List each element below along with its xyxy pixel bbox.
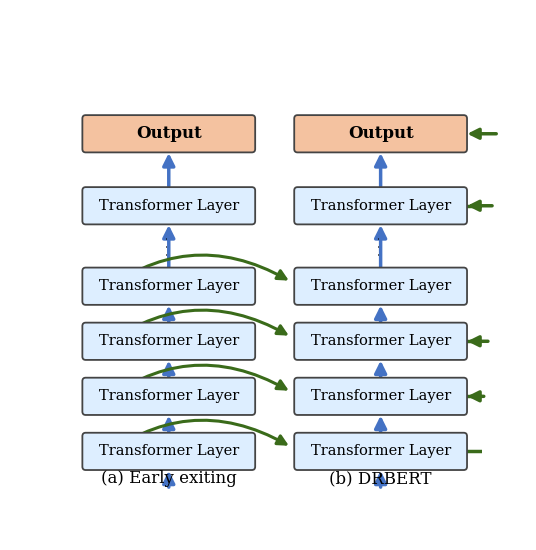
FancyBboxPatch shape — [294, 378, 467, 415]
Text: Transformer Layer: Transformer Layer — [99, 279, 239, 293]
Text: (a) Early exiting: (a) Early exiting — [101, 470, 237, 487]
Text: Transformer Layer: Transformer Layer — [310, 389, 451, 403]
Text: Transformer Layer: Transformer Layer — [99, 444, 239, 458]
Text: Transformer Layer: Transformer Layer — [99, 389, 239, 403]
Text: Output: Output — [136, 125, 202, 142]
FancyBboxPatch shape — [83, 378, 255, 415]
Text: Output: Output — [348, 125, 413, 142]
Text: Transformer Layer: Transformer Layer — [310, 334, 451, 348]
Text: · · ·: · · · — [374, 236, 387, 256]
FancyBboxPatch shape — [83, 433, 255, 470]
Text: Transformer Layer: Transformer Layer — [99, 334, 239, 348]
Text: Transformer Layer: Transformer Layer — [310, 199, 451, 213]
FancyBboxPatch shape — [294, 115, 467, 152]
Text: Transformer Layer: Transformer Layer — [310, 279, 451, 293]
FancyBboxPatch shape — [294, 268, 467, 305]
FancyBboxPatch shape — [294, 433, 467, 470]
Text: (b) DRBERT: (b) DRBERT — [330, 470, 432, 487]
FancyBboxPatch shape — [83, 187, 255, 224]
FancyBboxPatch shape — [83, 268, 255, 305]
FancyBboxPatch shape — [294, 187, 467, 224]
FancyBboxPatch shape — [83, 115, 255, 152]
Text: Transformer Layer: Transformer Layer — [310, 444, 451, 458]
Text: · · ·: · · · — [162, 236, 175, 256]
Text: Transformer Layer: Transformer Layer — [99, 199, 239, 213]
FancyBboxPatch shape — [294, 323, 467, 360]
FancyBboxPatch shape — [83, 323, 255, 360]
